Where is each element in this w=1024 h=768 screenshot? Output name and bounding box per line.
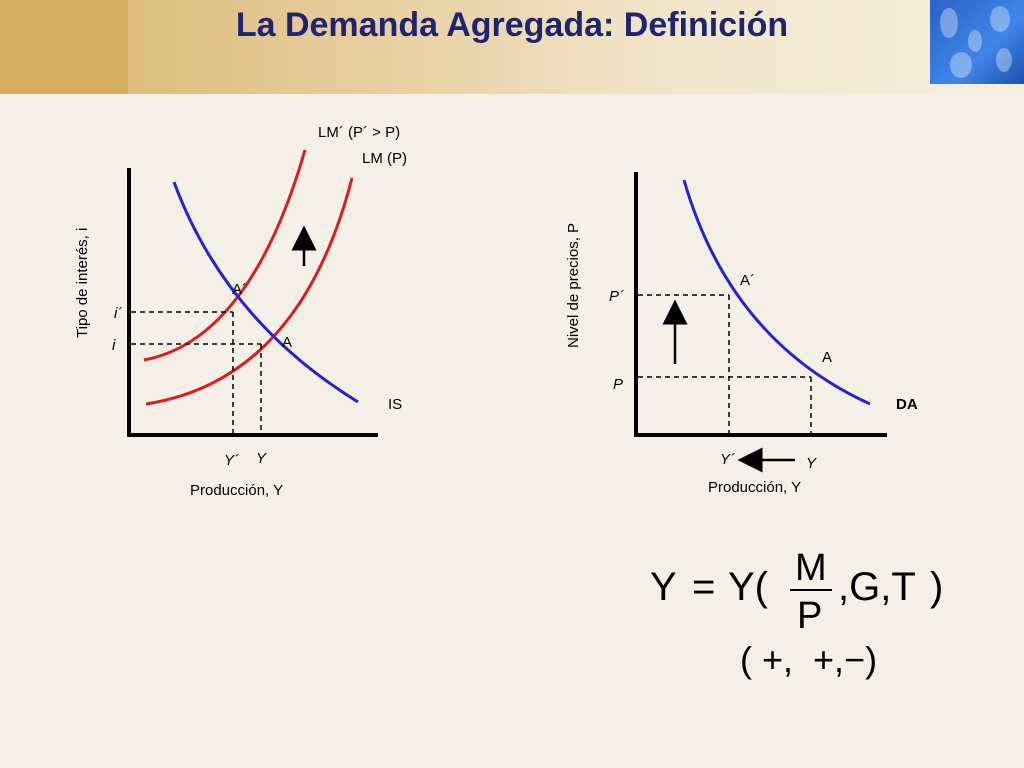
corner-logo-decoration <box>930 0 1024 84</box>
tick-y-prime: Y´ <box>224 452 239 469</box>
eq-lhs: Y <box>650 565 677 609</box>
right-tick-y-prime: Y´ <box>720 451 735 468</box>
eq-denominator: P <box>797 595 822 637</box>
eq-close: ) <box>930 565 943 609</box>
da-curve <box>682 179 871 406</box>
is-curve <box>172 181 359 404</box>
lm-curve <box>145 177 354 406</box>
right-ylabel: Nivel de precios, P <box>565 223 582 348</box>
tick-i-prime: i´ <box>114 305 122 322</box>
tick-p-prime: P´ <box>609 288 624 305</box>
eq-fn: Y( <box>728 565 769 609</box>
point-a-prime-label: A´ <box>232 281 247 298</box>
header-band <box>0 0 1024 94</box>
right-point-a-prime-label: A´ <box>740 272 755 289</box>
lm-label: LM (P) <box>362 150 407 167</box>
is-label: IS <box>388 396 402 413</box>
lm-prime-label: LM´ (P´ > P) <box>318 124 400 141</box>
right-tick-y: Y <box>806 455 817 472</box>
eq-signs: ( +, +,−) <box>740 639 877 680</box>
tick-y: Y <box>256 450 267 467</box>
right-point-a-label: A <box>822 349 832 366</box>
slide-title: La Demanda Agregada: Definición <box>235 6 789 44</box>
left-xlabel: Producción, Y <box>190 482 283 499</box>
left-ylabel: Tipo de interés, i <box>74 228 91 338</box>
eq-args: ,G,T <box>838 565 916 609</box>
eq-equals: = <box>692 565 715 609</box>
tick-i: i <box>112 337 116 354</box>
tick-p: P <box>613 376 623 393</box>
right-xlabel: Producción, Y <box>708 479 801 496</box>
header-accent-block <box>0 0 128 94</box>
ad-equation: Y = Y( M P ,G,T ) ( +, +,−) <box>650 547 943 680</box>
da-label: DA <box>896 396 918 413</box>
eq-numerator: M <box>795 547 827 589</box>
point-a-label: A <box>282 334 292 351</box>
